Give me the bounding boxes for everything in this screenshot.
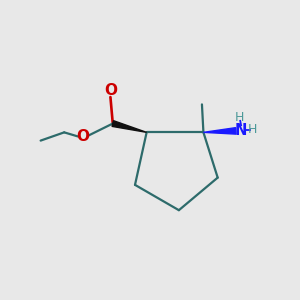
Text: O: O	[76, 129, 89, 144]
Text: H: H	[248, 123, 258, 136]
Text: H: H	[235, 111, 244, 124]
Text: O: O	[104, 83, 117, 98]
Text: N: N	[235, 123, 247, 138]
Polygon shape	[203, 128, 236, 134]
Polygon shape	[112, 121, 147, 132]
